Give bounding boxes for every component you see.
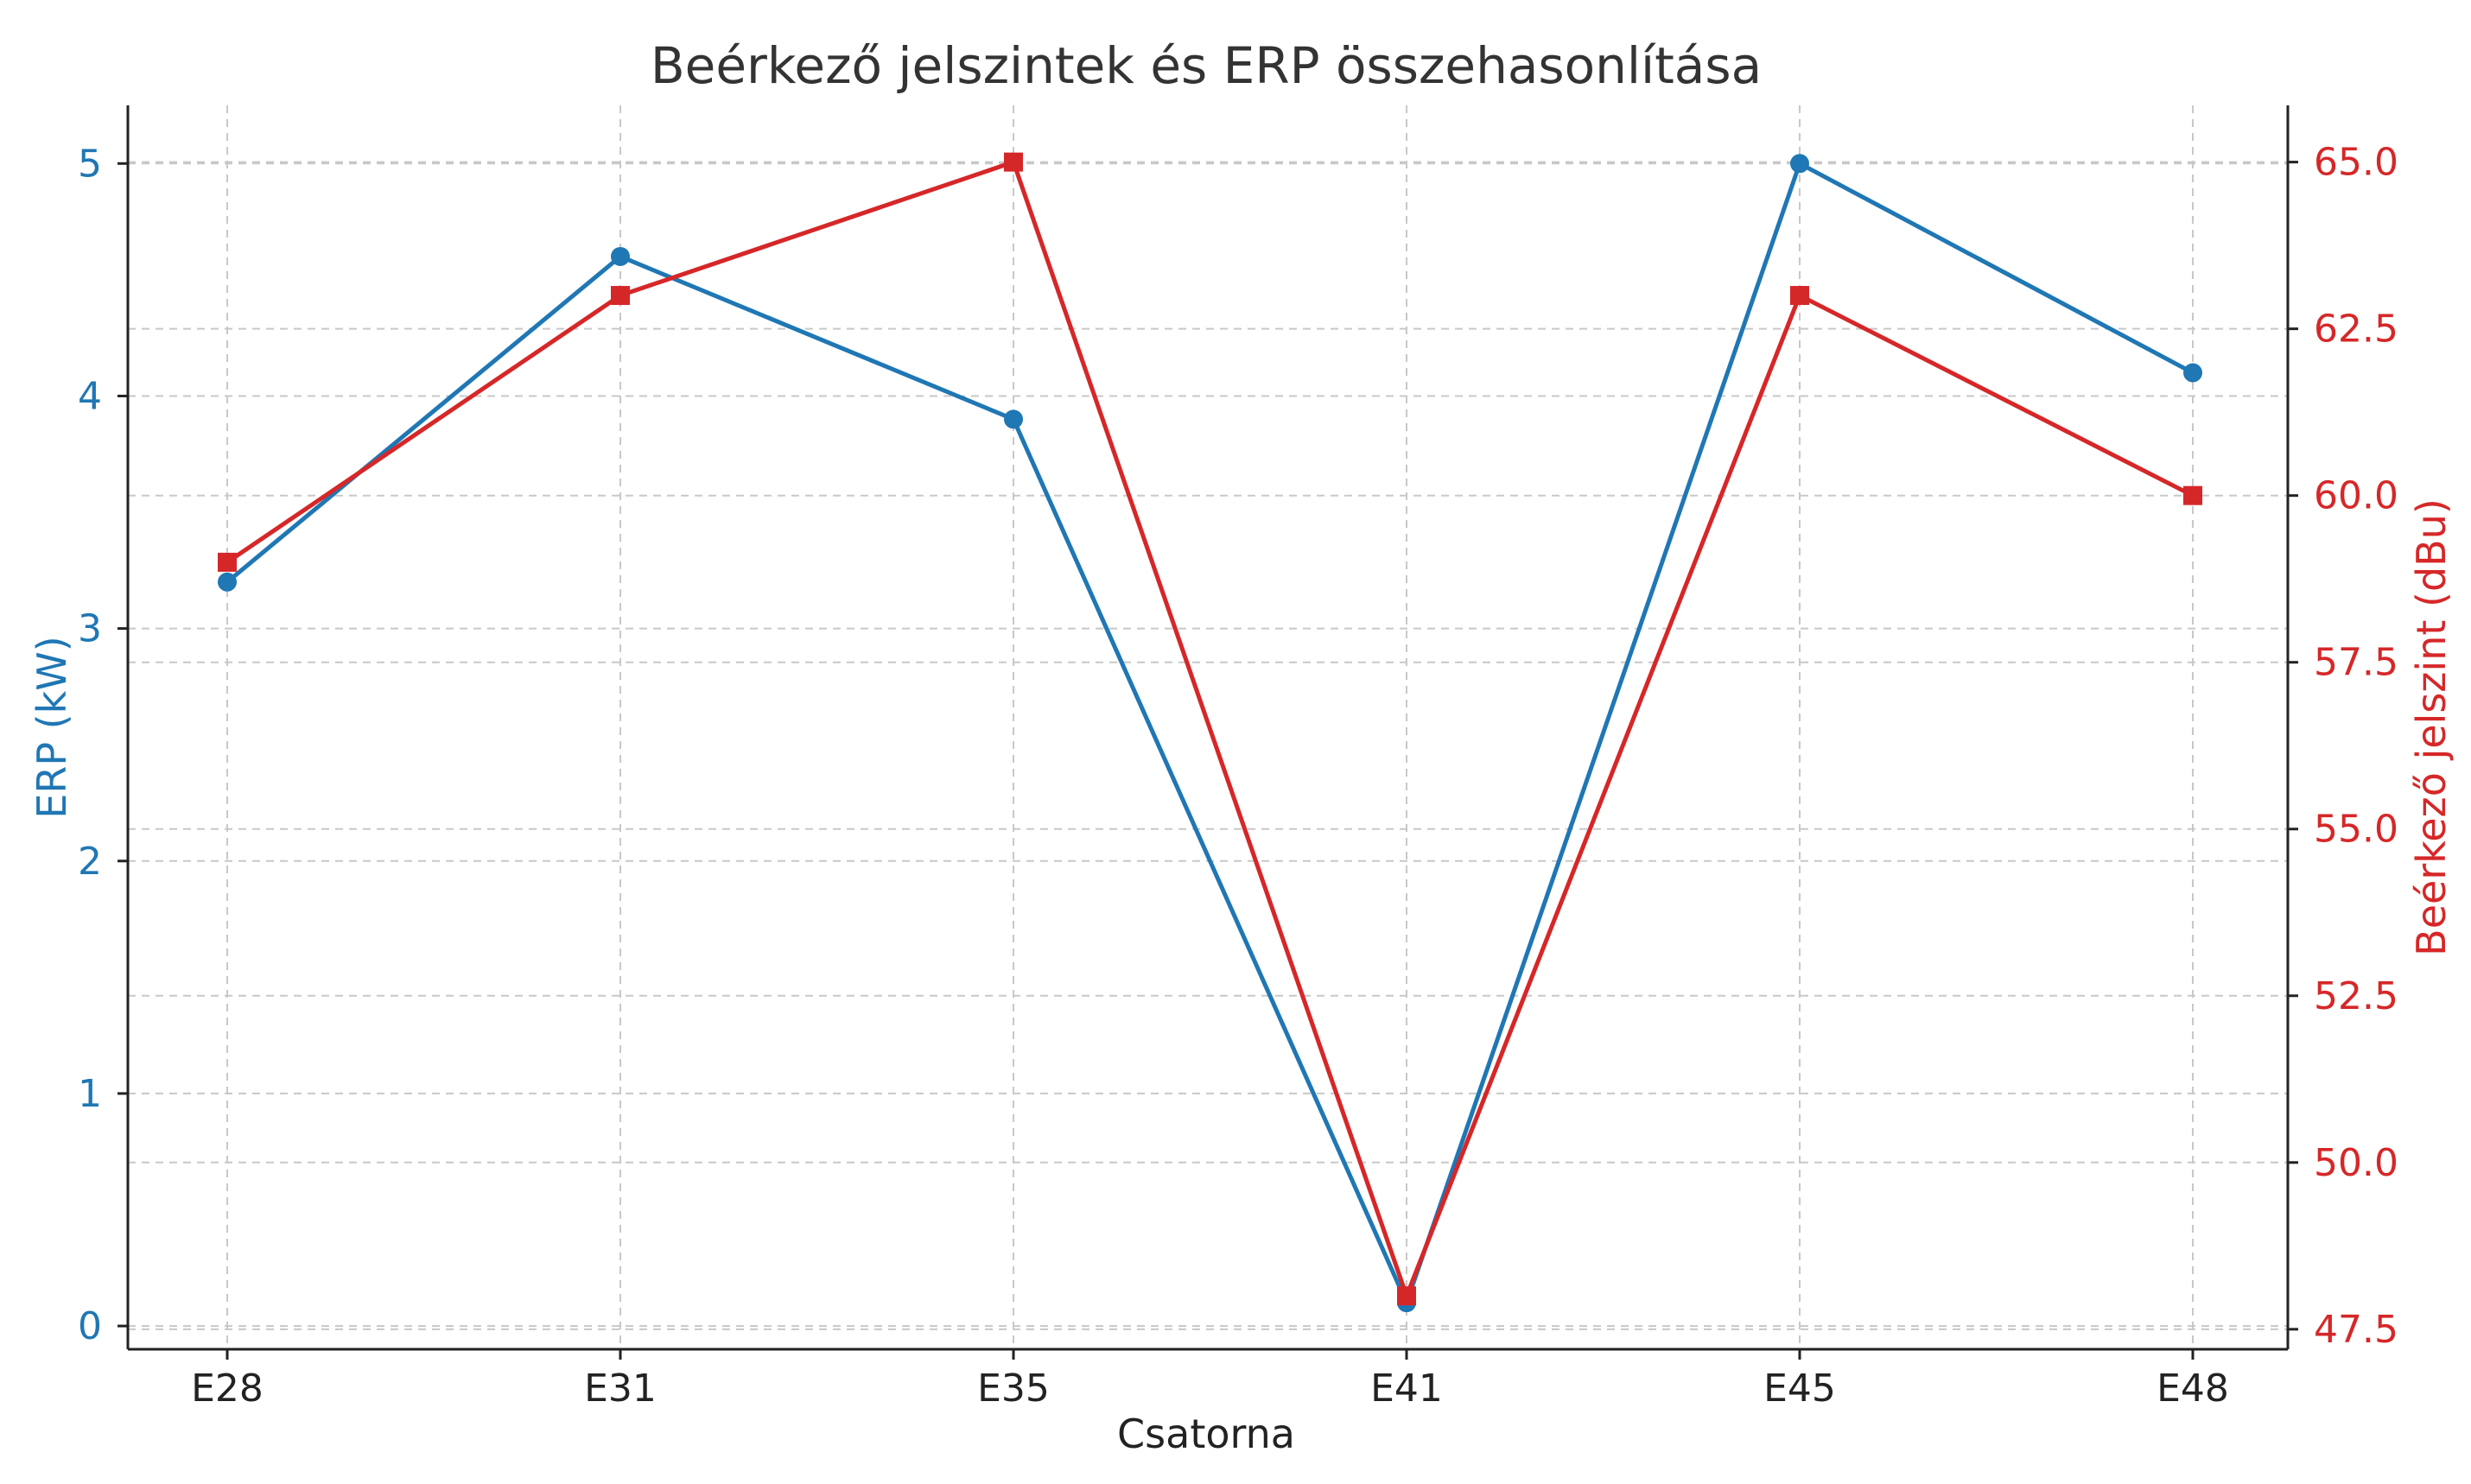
erp-data-point (218, 572, 237, 592)
right-y-tick-label: 52.5 (2314, 974, 2398, 1018)
chart-title: Beérkező jelszintek és ERP összehasonlít… (651, 36, 1762, 95)
signal-level-data-point (218, 552, 237, 572)
left-y-tick-label: 4 (78, 374, 102, 418)
signal-level-data-point (1397, 1286, 1416, 1306)
left-y-tick-label: 3 (78, 607, 102, 651)
right-y-tick-label: 55.0 (2314, 808, 2398, 852)
axes (126, 105, 2290, 1351)
signal-level-data-point (611, 286, 630, 306)
left-y-tick-label: 1 (78, 1072, 102, 1116)
x-tick-label: E35 (977, 1367, 1050, 1411)
right-y-tick-label: 50.0 (2314, 1141, 2398, 1185)
right-y-tick-label: 62.5 (2314, 308, 2398, 352)
left-y-tick-label: 2 (78, 840, 102, 884)
left-y-axis-label: ERP (kW) (29, 636, 75, 818)
x-tick-label: E41 (1370, 1367, 1443, 1411)
signal-level-data-point (1790, 286, 1809, 306)
left-y-tick-label: 0 (78, 1304, 102, 1348)
right-y-axis-label: Beérkező jelszint (dBu) (2408, 498, 2455, 956)
signal-level-series-line (226, 160, 2195, 1298)
x-tick-label: E48 (2157, 1367, 2229, 1411)
right-y-tick-label: 57.5 (2314, 641, 2398, 685)
erp-data-point (1004, 409, 1023, 429)
erp-series-line (226, 161, 2195, 1305)
right-y-tick-label: 60.0 (2314, 474, 2398, 518)
x-tick-label: E28 (191, 1367, 264, 1411)
tick-labels: E28 E31 E35 E41 E45 E48 0 1 2 3 4 5 47.5 50.0 52.5 55.0… (78, 141, 2398, 1411)
series (218, 152, 2202, 1313)
x-tick-label: E45 (1763, 1367, 1836, 1411)
grid-lines (128, 105, 2288, 1349)
x-tick-label: E31 (584, 1367, 657, 1411)
signal-level-data-point (1004, 152, 1023, 172)
erp-data-point (611, 246, 630, 266)
right-y-tick-label: 47.5 (2314, 1308, 2398, 1352)
right-y-tick-label: 65.0 (2314, 141, 2398, 185)
x-axis-label: Csatorna (1117, 1411, 1295, 1457)
erp-data-point (1790, 154, 1809, 174)
erp-data-point (2183, 363, 2202, 383)
signal-level-data-point (2183, 485, 2202, 505)
left-y-tick-label: 5 (78, 142, 102, 186)
